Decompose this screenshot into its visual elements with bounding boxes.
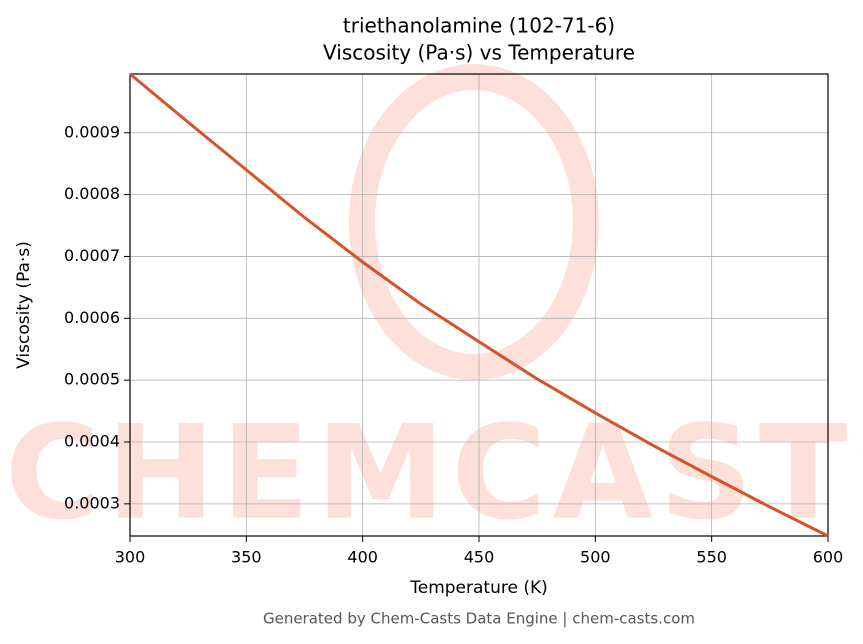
chart-subtitle: Viscosity (Pa·s) vs Temperature <box>323 41 635 65</box>
x-tick-label: 550 <box>696 548 727 567</box>
plot-frame <box>129 73 829 537</box>
x-tick-label: 600 <box>813 548 844 567</box>
y-tick-label: 0.0003 <box>64 493 120 512</box>
x-tick-label: 350 <box>231 548 262 567</box>
data-line <box>129 72 829 538</box>
x-tick-label: 450 <box>464 548 495 567</box>
y-axis-label: Viscosity (Pa·s) <box>14 241 34 369</box>
y-tick-label: 0.0005 <box>64 370 120 389</box>
x-axis-label: Temperature (K) <box>409 578 548 598</box>
y-tick-label: 0.0008 <box>64 184 120 203</box>
chart-title: triethanolamine (102-71-6) <box>343 14 615 38</box>
x-tick-label: 300 <box>115 548 146 567</box>
y-tick-label: 0.0009 <box>64 122 120 141</box>
y-tick-label: 0.0007 <box>64 246 120 265</box>
x-tick-label: 400 <box>347 548 378 567</box>
x-tick-label: 500 <box>580 548 611 567</box>
watermark-logo <box>349 64 599 380</box>
watermark: CHEMCASTS <box>5 397 863 549</box>
y-tick-label: 0.0004 <box>64 431 120 450</box>
footer: Generated by Chem-Casts Data Engine | ch… <box>263 610 695 628</box>
y-tick-label: 0.0006 <box>64 308 120 327</box>
